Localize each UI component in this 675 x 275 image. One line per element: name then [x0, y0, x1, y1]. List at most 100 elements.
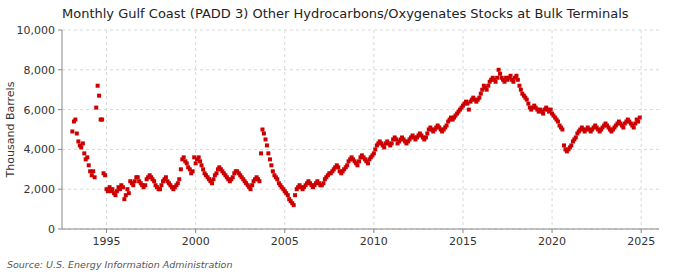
point [271, 169, 275, 173]
point [257, 179, 261, 183]
y-tick [58, 109, 62, 110]
point [262, 131, 266, 135]
point [382, 145, 386, 149]
x-grid-line [462, 30, 463, 229]
point [479, 92, 483, 96]
x-tick-label: 2025 [627, 235, 655, 248]
y-tick-label: 0 [48, 223, 55, 236]
point [293, 193, 297, 197]
point [185, 161, 189, 165]
y-grid-line [62, 69, 659, 70]
point [249, 187, 253, 191]
point [201, 167, 205, 171]
point [97, 94, 101, 98]
y-grid-line [62, 229, 659, 230]
point [158, 187, 162, 191]
point [94, 106, 98, 110]
point [373, 147, 377, 151]
point [73, 118, 77, 122]
point [268, 157, 272, 161]
point [93, 175, 97, 179]
point [121, 185, 125, 189]
point [231, 175, 235, 179]
x-tick [552, 229, 553, 233]
point [70, 129, 74, 133]
point [211, 177, 215, 181]
point [259, 151, 263, 155]
point [357, 159, 361, 163]
point [516, 78, 520, 82]
point [210, 181, 214, 185]
point [198, 159, 202, 163]
y-tick-label: 8,000 [24, 64, 56, 77]
y-tick-label: 6,000 [24, 104, 56, 117]
point [366, 161, 370, 165]
point [286, 193, 290, 197]
point [266, 151, 270, 155]
point [336, 165, 340, 169]
x-tick [195, 229, 196, 233]
point [176, 181, 180, 185]
point [197, 155, 201, 159]
point [194, 161, 198, 165]
point [182, 155, 186, 159]
point [250, 183, 254, 187]
point [495, 76, 499, 80]
point [321, 181, 325, 185]
point [131, 183, 135, 187]
points [70, 68, 641, 207]
point [260, 128, 264, 132]
point [179, 167, 183, 171]
point [85, 155, 89, 159]
point [113, 193, 117, 197]
point [494, 80, 498, 84]
point [497, 68, 501, 72]
point [638, 116, 642, 120]
point [541, 112, 545, 116]
x-tick-label: 2005 [271, 235, 299, 248]
point [100, 118, 104, 122]
point [467, 108, 471, 112]
point [569, 143, 573, 147]
point [519, 88, 523, 92]
point [632, 126, 636, 130]
point [136, 175, 140, 179]
y-tick-label: 10,000 [17, 24, 56, 37]
x-tick-label: 2010 [360, 235, 388, 248]
point [125, 187, 129, 191]
point [82, 151, 86, 155]
point [143, 183, 147, 187]
x-tick-label: 2000 [182, 235, 210, 248]
point [425, 131, 429, 135]
point [265, 143, 269, 147]
point [159, 183, 163, 187]
point [91, 169, 95, 173]
y-grid-line [62, 30, 659, 31]
y-grid-line [62, 189, 659, 190]
point [485, 88, 489, 92]
point [345, 163, 349, 167]
point [264, 137, 268, 141]
point [636, 120, 640, 124]
y-tick [58, 69, 62, 70]
point [133, 179, 137, 183]
point [81, 141, 85, 145]
point [525, 98, 529, 102]
x-tick [284, 229, 285, 233]
x-grid-line [284, 30, 285, 229]
point [556, 120, 560, 124]
point [355, 163, 359, 167]
y-tick [58, 149, 62, 150]
axes: 199520002005201020152020202502,0004,0006… [17, 24, 656, 248]
point [445, 124, 449, 128]
point [122, 197, 126, 201]
point [486, 84, 490, 88]
point [103, 173, 107, 177]
x-tick [462, 229, 463, 233]
point [514, 74, 518, 78]
point [511, 80, 515, 84]
chart-container: 199520002005201020152020202502,0004,0006… [0, 0, 675, 275]
point [76, 139, 80, 143]
point [110, 187, 114, 191]
point [526, 102, 530, 106]
